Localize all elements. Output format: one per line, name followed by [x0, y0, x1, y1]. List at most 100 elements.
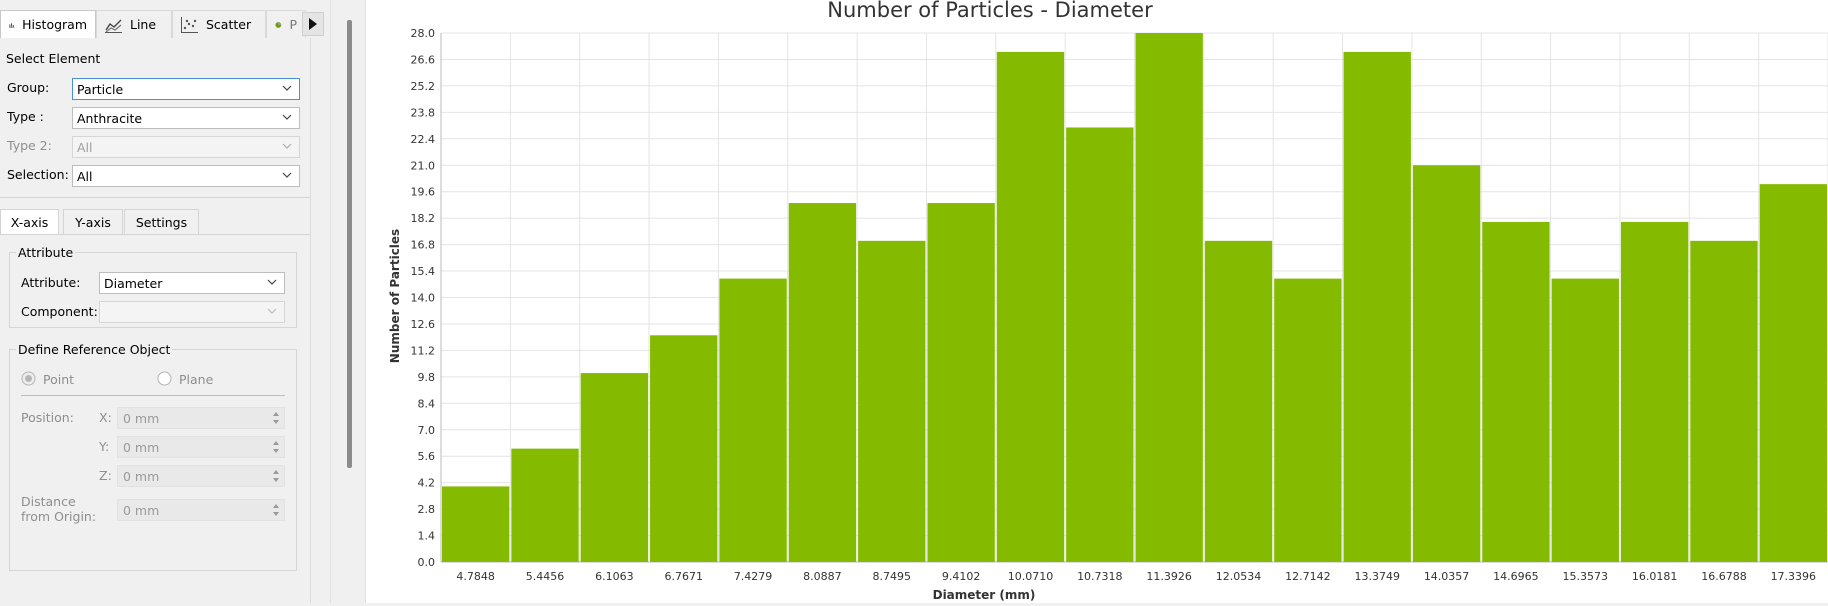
x-tick-label: 6.1063 [595, 570, 634, 583]
spin-arrows-icon [272, 503, 280, 517]
z-label: Z: [99, 468, 112, 483]
position-y-field[interactable]: 0 mm [117, 436, 285, 458]
histogram-bar[interactable] [650, 335, 717, 562]
group-label: Group: [7, 80, 49, 95]
group-select[interactable]: Particle [72, 78, 300, 100]
y-label: Y: [99, 439, 109, 454]
chevron-down-icon [282, 113, 292, 121]
histogram-bar[interactable] [1413, 165, 1480, 562]
type-label: Type : [7, 109, 44, 124]
attribute-select-value: Diameter [104, 276, 162, 291]
component-label: Component: [21, 304, 98, 319]
histogram-bar[interactable] [1690, 241, 1757, 562]
y-tick-label: 26.6 [411, 53, 436, 66]
y-tick-label: 2.8 [418, 503, 436, 516]
histogram-bar[interactable] [1482, 222, 1549, 562]
type2-select[interactable]: All [72, 136, 300, 158]
histogram-bar[interactable] [1344, 52, 1411, 562]
y-tick-label: 22.4 [411, 133, 436, 146]
chevron-down-icon [267, 307, 277, 315]
histogram-bar[interactable] [997, 52, 1064, 562]
spin-arrows-icon [272, 440, 280, 454]
divider [0, 197, 310, 198]
y-tick-label: 1.4 [418, 530, 436, 543]
component-select[interactable] [99, 301, 285, 323]
distance-label-2: from Origin: [21, 509, 96, 524]
histogram-bar[interactable] [927, 203, 994, 562]
panel-scrollbar-thumb[interactable] [347, 20, 352, 468]
x-tick-label: 12.7142 [1285, 570, 1331, 583]
attribute-select[interactable]: Diameter [99, 272, 285, 294]
histogram-bar[interactable] [1274, 279, 1341, 562]
histogram-bar[interactable] [511, 449, 578, 562]
group-select-value: Particle [77, 82, 123, 97]
point-radio[interactable] [21, 371, 36, 386]
x-axis-label: Diameter (mm) [933, 588, 1036, 602]
tab-label: Y-axis [75, 215, 111, 230]
tab-y-axis[interactable]: Y-axis [63, 209, 123, 234]
x-label: X: [99, 410, 112, 425]
distance-label: Distance [21, 494, 76, 509]
x-tick-label: 9.4102 [942, 570, 981, 583]
y-tick-label: 23.8 [411, 106, 436, 119]
tab-label: Settings [136, 215, 187, 230]
x-tick-label: 12.0534 [1216, 570, 1262, 583]
pie-chart-icon [275, 17, 282, 33]
tab-settings[interactable]: Settings [124, 209, 199, 234]
histogram-bar[interactable] [1205, 241, 1272, 562]
histogram-bar[interactable] [1621, 222, 1688, 562]
y-tick-label: 11.2 [411, 344, 436, 357]
x-tick-label: 8.0887 [803, 570, 842, 583]
selection-select-value: All [77, 169, 93, 184]
histogram-bar[interactable] [581, 373, 648, 562]
histogram-bar[interactable] [1066, 127, 1133, 562]
y-tick-label: 18.2 [411, 212, 436, 225]
tab-line[interactable]: Line [96, 10, 172, 38]
y-tick-label: 4.2 [418, 477, 436, 490]
tab-scatter[interactable]: Scatter [172, 10, 266, 38]
histogram-bar[interactable] [1136, 33, 1203, 562]
y-tick-label: 12.6 [411, 318, 436, 331]
tab-x-axis[interactable]: X-axis [0, 209, 59, 234]
position-label: Position: [21, 410, 74, 425]
tab-label: Histogram [22, 17, 87, 32]
chevron-down-icon [282, 84, 292, 92]
chart-title: Number of Particles - Diameter [827, 0, 1153, 22]
settings-panel: Select Element Group: Particle Type : An… [0, 38, 311, 603]
y-tick-label: 16.8 [411, 239, 436, 252]
histogram-bar[interactable] [719, 279, 786, 562]
tab-pie[interactable]: P [266, 10, 306, 38]
distance-field[interactable]: 0 mm [117, 499, 285, 521]
position-x-value: 0 mm [123, 411, 159, 426]
y-tick-label: 7.0 [418, 424, 436, 437]
histogram-bar[interactable] [442, 486, 509, 562]
type-select[interactable]: Anthracite [72, 107, 300, 129]
histogram-bar[interactable] [1760, 184, 1827, 562]
x-tick-label: 14.6965 [1493, 570, 1539, 583]
x-tick-label: 10.0710 [1008, 570, 1054, 583]
y-tick-label: 9.8 [418, 371, 436, 384]
y-tick-label: 28.0 [411, 27, 436, 40]
x-tick-label: 11.3926 [1146, 570, 1192, 583]
y-tick-label: 5.6 [418, 450, 436, 463]
divider [21, 395, 285, 396]
chart-type-tabbar: Histogram Line Scatter P [0, 10, 330, 38]
histogram-bar[interactable] [789, 203, 856, 562]
selection-select[interactable]: All [72, 165, 300, 187]
x-tick-label: 7.4279 [734, 570, 773, 583]
tab-label: P [289, 17, 297, 32]
histogram-bar[interactable] [858, 241, 925, 562]
radio-unchecked-icon [157, 371, 172, 386]
y-tick-label: 0.0 [418, 556, 436, 569]
x-tick-label: 5.4456 [526, 570, 565, 583]
tab-histogram[interactable]: Histogram [0, 10, 96, 38]
tab-scroll-right-button[interactable] [302, 12, 324, 36]
position-z-field[interactable]: 0 mm [117, 465, 285, 487]
plane-radio[interactable] [157, 371, 172, 386]
chevron-down-icon [282, 142, 292, 150]
selection-label: Selection: [7, 167, 69, 182]
scatter-chart-icon [181, 17, 199, 33]
position-x-field[interactable]: 0 mm [117, 407, 285, 429]
histogram-bar[interactable] [1552, 279, 1619, 562]
x-tick-label: 15.3573 [1563, 570, 1609, 583]
